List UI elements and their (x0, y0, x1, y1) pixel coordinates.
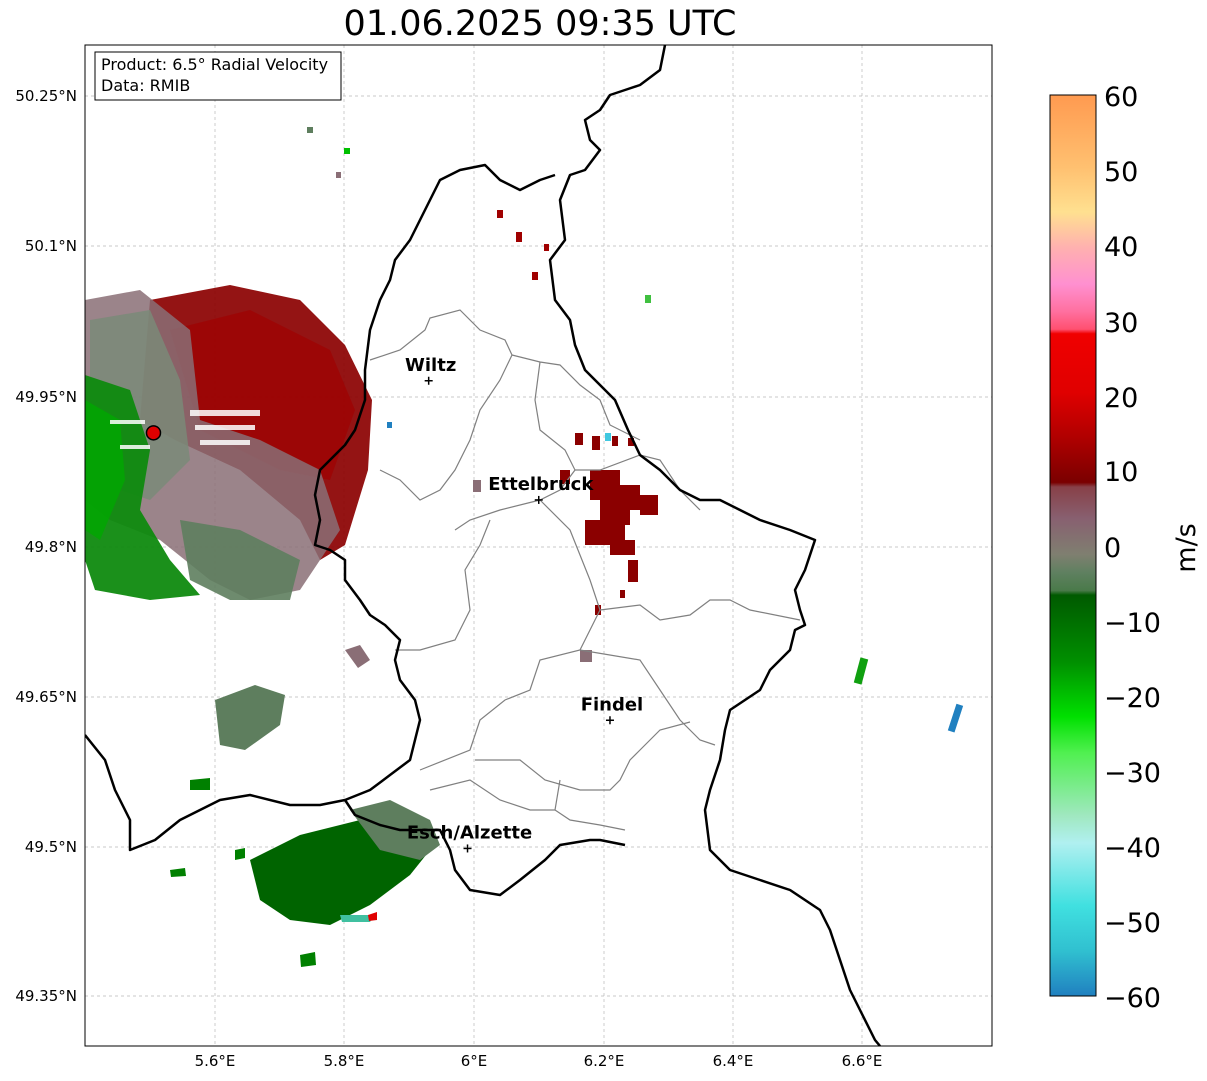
colorbar-tick-label: −10 (1104, 608, 1161, 639)
colorbar-ticks: 60 50 40 30 20 10 0 −10 −20 −30 −40 −50 … (1104, 82, 1161, 1014)
x-tick-label: 5.6°E (195, 1052, 236, 1070)
city-marker: Ettelbruck (488, 474, 594, 504)
map-title: 01.06.2025 09:35 UTC (343, 4, 737, 44)
y-tick-label: 49.8°N (25, 538, 77, 556)
colorbar-tick-label: 40 (1104, 232, 1138, 263)
colorbar-tick-label: −50 (1104, 908, 1161, 939)
info-product: Product: 6.5° Radial Velocity (101, 55, 328, 74)
echo-patch-mid (215, 645, 370, 750)
colorbar-tick-label: −60 (1104, 983, 1161, 1014)
y-tick-label: 49.35°N (15, 987, 77, 1005)
colorbar-unit-label: m/s (1171, 523, 1202, 572)
radar-site-marker (145, 425, 162, 441)
echo-scattered (307, 127, 964, 733)
colorbar-tick-label: 60 (1104, 82, 1138, 113)
colorbar-tick-label: −20 (1104, 683, 1161, 714)
city-label: Ettelbruck (488, 474, 594, 495)
echo-receding-ettelbruck (473, 433, 658, 662)
national-borders (85, 45, 881, 1046)
y-tick-label: 50.1°N (25, 237, 77, 255)
canton-boundaries (369, 309, 801, 831)
x-tick-label: 5.8°E (324, 1052, 365, 1070)
info-data-source: Data: RMIB (101, 76, 190, 95)
city-marker: Esch/Alzette (407, 822, 532, 853)
y-tick-label: 49.65°N (15, 688, 77, 706)
echo-speckle (110, 410, 260, 449)
colorbar-tick-label: 30 (1104, 308, 1138, 339)
echo-approaching-west (85, 375, 200, 600)
colorbar-tick-label: 20 (1104, 383, 1138, 414)
colorbar-tick-label: 10 (1104, 457, 1138, 488)
plot-frame (84, 44, 993, 1047)
colorbar-tick-label: −40 (1104, 833, 1161, 864)
city-marker: Wiltz (405, 355, 456, 385)
y-axis-ticks: 50.25°N 50.1°N 49.95°N 49.8°N 49.65°N 49… (15, 87, 77, 1005)
y-tick-label: 50.25°N (15, 87, 77, 105)
colorbar-tick-label: −30 (1104, 758, 1161, 789)
x-tick-label: 6°E (461, 1052, 488, 1070)
y-tick-label: 49.5°N (25, 838, 77, 856)
y-tick-label: 49.95°N (15, 388, 77, 406)
colorbar-tick-label: 50 (1104, 157, 1138, 188)
colorbar-tick-label: 0 (1104, 533, 1121, 564)
x-tick-label: 6.2°E (584, 1052, 625, 1070)
info-box: Product: 6.5° Radial Velocity Data: RMIB (94, 51, 342, 101)
city-label: Esch/Alzette (407, 822, 532, 843)
city-markers: Wiltz Ettelbruck Findel Esch/Alzette (405, 355, 643, 853)
colorbar-gradient (1049, 94, 1097, 997)
x-axis-ticks: 5.6°E 5.8°E 6°E 6.2°E 6.4°E 6.6°E (195, 1052, 883, 1070)
city-label: Wiltz (405, 355, 456, 376)
city-marker: Findel (581, 694, 644, 725)
x-tick-label: 6.4°E (713, 1052, 754, 1070)
x-tick-label: 6.6°E (842, 1052, 883, 1070)
city-label: Findel (581, 694, 644, 715)
